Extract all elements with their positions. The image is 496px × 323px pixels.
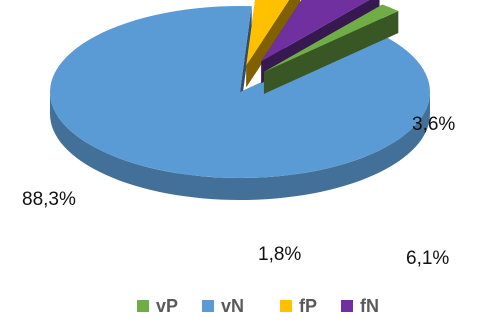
slice-front-wall-vN [50, 92, 430, 200]
slices-layer [49, 0, 430, 200]
slice-top-fN [261, 0, 370, 62]
data-label-fP: 3,6% [412, 114, 455, 135]
slice-side-wall-vN-1 [240, 6, 252, 114]
legend: vP vN fP fN [137, 296, 379, 316]
legend-item-vN: vN [202, 296, 244, 316]
legend-item-fP: fP [280, 296, 317, 316]
slice-vP [263, 4, 399, 94]
data-labels: 88,3% 3,6% 6,1% 1,8% [22, 114, 455, 269]
legend-item-fN: fN [341, 296, 379, 316]
legend-swatch-vN [202, 300, 214, 312]
slice-top-vP [263, 4, 399, 72]
slice-side-wall-vP-1 [263, 11, 399, 94]
legend-item-vP: vP [137, 296, 178, 316]
data-label-fN: 6,1% [406, 248, 449, 269]
legend-label-fP: fP [299, 296, 317, 316]
data-label-vN: 88,3% [22, 189, 76, 210]
legend-swatch-fN [341, 300, 353, 312]
legend-swatch-vP [137, 300, 149, 312]
data-label-vP: 1,8% [258, 244, 301, 265]
slice-top-fP [246, 0, 290, 66]
legend-label-fN: fN [360, 296, 379, 316]
legend-label-vP: vP [156, 296, 178, 316]
legend-swatch-fP [280, 300, 292, 312]
legend-label-vN: vN [221, 296, 244, 316]
